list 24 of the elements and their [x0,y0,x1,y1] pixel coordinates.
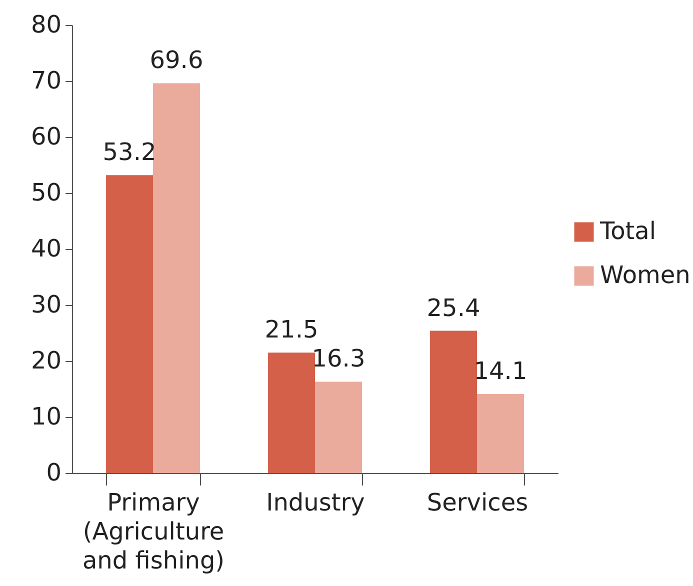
data-label: 25.4 [426,294,480,322]
legend-label: Total [599,217,656,245]
data-label: 21.5 [264,316,318,344]
y-tick-label: 40 [30,234,62,262]
y-tick-label: 0 [46,458,62,486]
y-tick-label: 70 [30,66,62,94]
y-tick-label: 50 [30,178,62,206]
bar [106,175,153,473]
bar [477,394,524,473]
y-tick-label: 30 [30,290,62,318]
x-tick-label: Primary (Agriculture and fishing) [82,488,225,574]
bar [315,382,362,473]
y-tick-label: 10 [30,402,62,430]
bar [430,330,477,473]
data-label: 53.2 [102,138,156,166]
x-tick-label: Industry [266,488,365,516]
y-tick-label: 60 [30,122,62,150]
data-label: 69.6 [150,46,204,74]
y-tick-label: 20 [30,346,62,374]
legend-label: Women [600,261,690,289]
bar [153,83,200,473]
x-tick-label: Services [426,488,528,516]
y-tick-label: 80 [30,10,62,38]
bar [268,352,315,473]
